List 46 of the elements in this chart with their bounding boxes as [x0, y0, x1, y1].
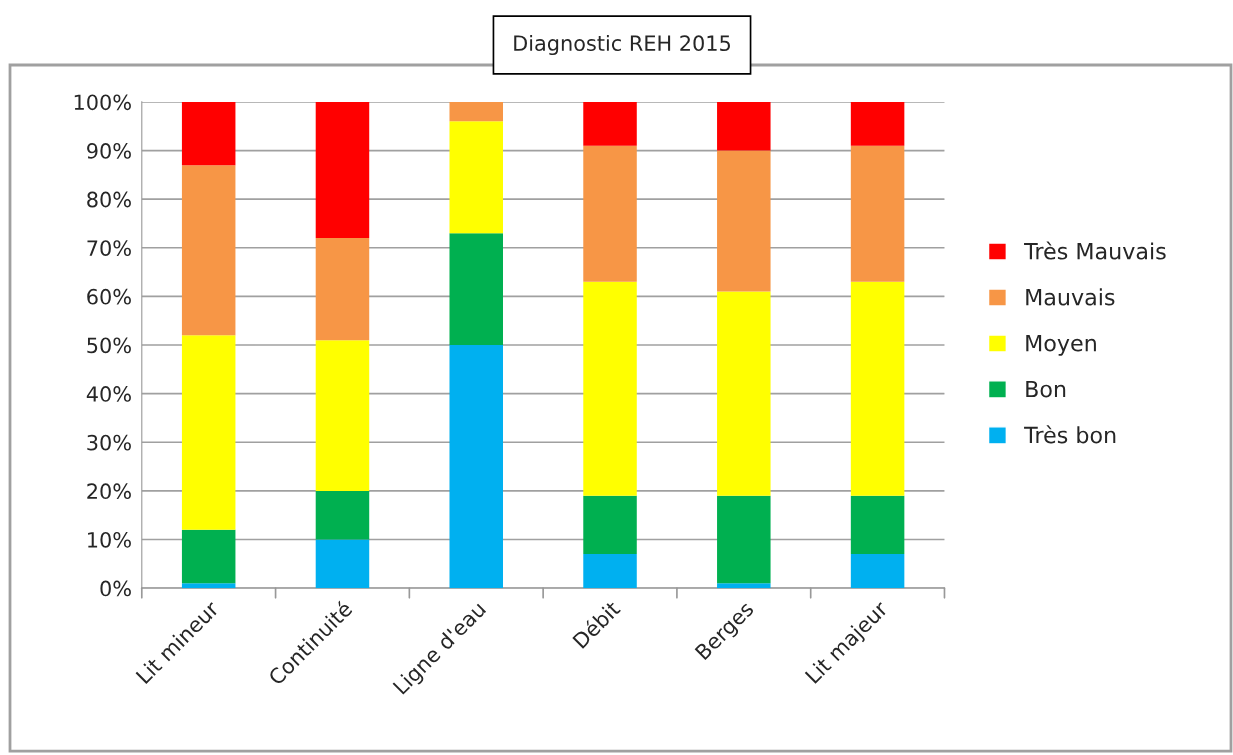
bar — [181, 165, 236, 336]
bar — [717, 583, 771, 589]
bar — [583, 495, 637, 555]
bar — [717, 101, 771, 151]
bar — [315, 490, 370, 540]
bar — [583, 145, 637, 282]
bar — [717, 495, 771, 584]
bar — [449, 233, 503, 346]
bar — [850, 145, 905, 282]
legend-label: Bon — [1026, 380, 1066, 398]
y-tick-label: 80% — [87, 191, 131, 208]
y-tick-label: 50% — [87, 337, 131, 354]
bar — [181, 335, 236, 530]
legend-label: Moyen — [1026, 334, 1096, 356]
legend-label: Très bon — [1024, 425, 1116, 444]
bar — [850, 495, 905, 555]
bar — [315, 539, 370, 589]
bar — [449, 101, 503, 122]
legend-label: Très Mauvais — [1024, 241, 1166, 260]
bar — [181, 529, 236, 584]
bar — [850, 281, 905, 496]
bar — [583, 101, 637, 146]
y-tick-label: 10% — [88, 531, 131, 548]
bar — [850, 101, 905, 146]
bar — [181, 101, 236, 166]
bar — [583, 281, 637, 496]
bar — [717, 150, 771, 292]
bar — [717, 291, 771, 496]
y-tick-label: 20% — [87, 483, 131, 500]
bar — [315, 101, 370, 239]
y-tick-label: 30% — [87, 434, 131, 451]
y-tick-label: 90% — [87, 143, 131, 159]
y-tick-label: 100% — [74, 94, 131, 111]
legend-label: Mauvais — [1026, 288, 1115, 306]
bar — [449, 345, 503, 589]
bar — [315, 238, 370, 341]
y-tick-label: 40% — [86, 386, 131, 402]
y-tick-label: 0% — [100, 580, 131, 597]
bar — [181, 583, 236, 589]
bar — [850, 554, 905, 589]
chart-title: Diagnostic REH 2015 — [514, 34, 730, 56]
bar — [315, 340, 370, 491]
y-tick-label: 70% — [87, 240, 131, 256]
bar — [583, 554, 637, 589]
y-tick-label: 60% — [87, 288, 131, 305]
bar — [449, 121, 503, 234]
